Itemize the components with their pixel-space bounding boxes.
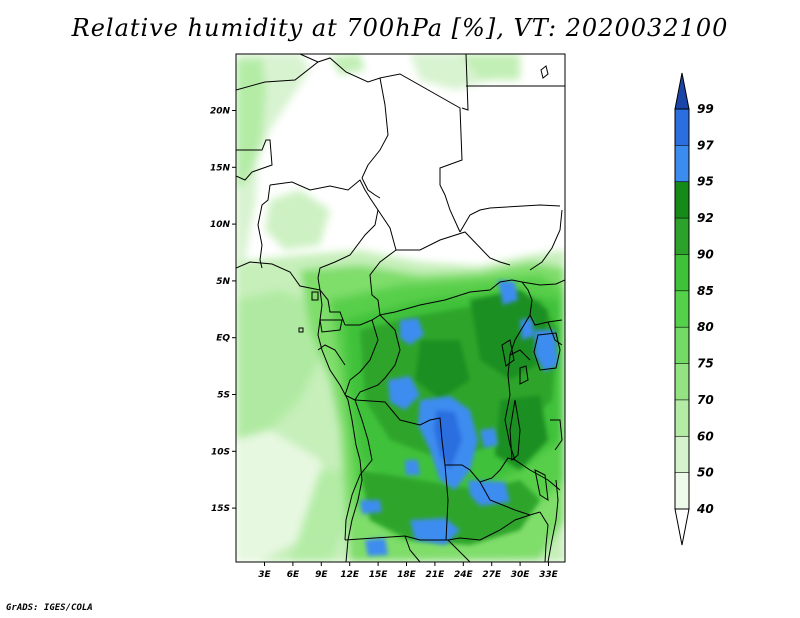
colorbar: 40 50 60 70 75 80 85 90 92 95 97 99 [674, 72, 714, 546]
colorbar-segment [675, 218, 689, 255]
coastlines [236, 261, 559, 562]
colorbar-segment [675, 181, 689, 219]
lon-tick-label: 30E [511, 570, 531, 580]
colorbar-segment [675, 254, 689, 291]
country-borders [236, 54, 565, 562]
colorbar-label: 92 [697, 211, 714, 225]
colorbar-label: 60 [697, 429, 714, 443]
grads-credit: GrADS: IGES/COLA [6, 603, 93, 613]
colorbar-label: 80 [697, 320, 714, 334]
colorbar-segment [675, 327, 689, 364]
colorbar-label: 99 [697, 102, 714, 116]
lon-tick-label: 33E [539, 570, 559, 580]
colorbar-segment [675, 290, 689, 328]
colorbar-segment [675, 109, 689, 146]
lat-tick-label: 10S [211, 447, 230, 457]
lat-tick-label: 20N [210, 107, 231, 117]
lon-tick-label: 6E [287, 570, 300, 580]
lon-tick-label: 27E [482, 570, 502, 580]
colorbar-label: 40 [696, 502, 714, 516]
map-frame [235, 53, 566, 563]
humidity-high-patches [360, 280, 558, 556]
lon-tick-label: 21E [426, 570, 446, 580]
colorbar-label: 85 [697, 284, 714, 298]
map-title: Relative humidity at 700hPa [%], VT: 202… [71, 14, 729, 42]
lon-tick-label: 15E [369, 570, 389, 580]
colorbar-label: 75 [697, 357, 714, 371]
humidity-field [236, 54, 565, 562]
lakes [311, 291, 561, 501]
lon-tick-label: 24E [454, 570, 474, 580]
colorbar-segment [675, 145, 689, 182]
lat-tick-label: 5S [217, 391, 230, 401]
colorbar-label: 90 [697, 247, 714, 261]
lat-tick-label: 10N [210, 220, 231, 230]
colorbar-top-arrow [674, 72, 690, 110]
colorbar-segment [675, 363, 689, 400]
colorbar-segment [675, 399, 689, 437]
lat-tick-label: 5N [216, 277, 230, 287]
colorbar-label: 97 [697, 138, 714, 152]
longitude-axis: 3E 6E 9E 12E 15E 18E 21E 24E 27E 30E 33E [258, 562, 559, 580]
colorbar-segment [675, 472, 689, 509]
lon-tick-label: 18E [397, 570, 417, 580]
lat-tick-label: 15N [210, 163, 231, 173]
lat-tick-label: 15S [211, 504, 230, 514]
lon-tick-label: 3E [258, 570, 271, 580]
lat-tick-label: EQ [216, 334, 230, 344]
colorbar-bottom-arrow [674, 508, 690, 546]
lon-tick-label: 9E [315, 570, 328, 580]
lon-tick-label: 12E [340, 570, 360, 580]
colorbar-label: 70 [697, 393, 714, 407]
islands [298, 65, 549, 333]
colorbar-label: 95 [697, 175, 714, 189]
colorbar-segment [675, 436, 689, 473]
latitude-axis: 20N 15N 10N 5N EQ 5S 10S 15S [210, 107, 236, 514]
colorbar-label: 50 [697, 466, 714, 480]
